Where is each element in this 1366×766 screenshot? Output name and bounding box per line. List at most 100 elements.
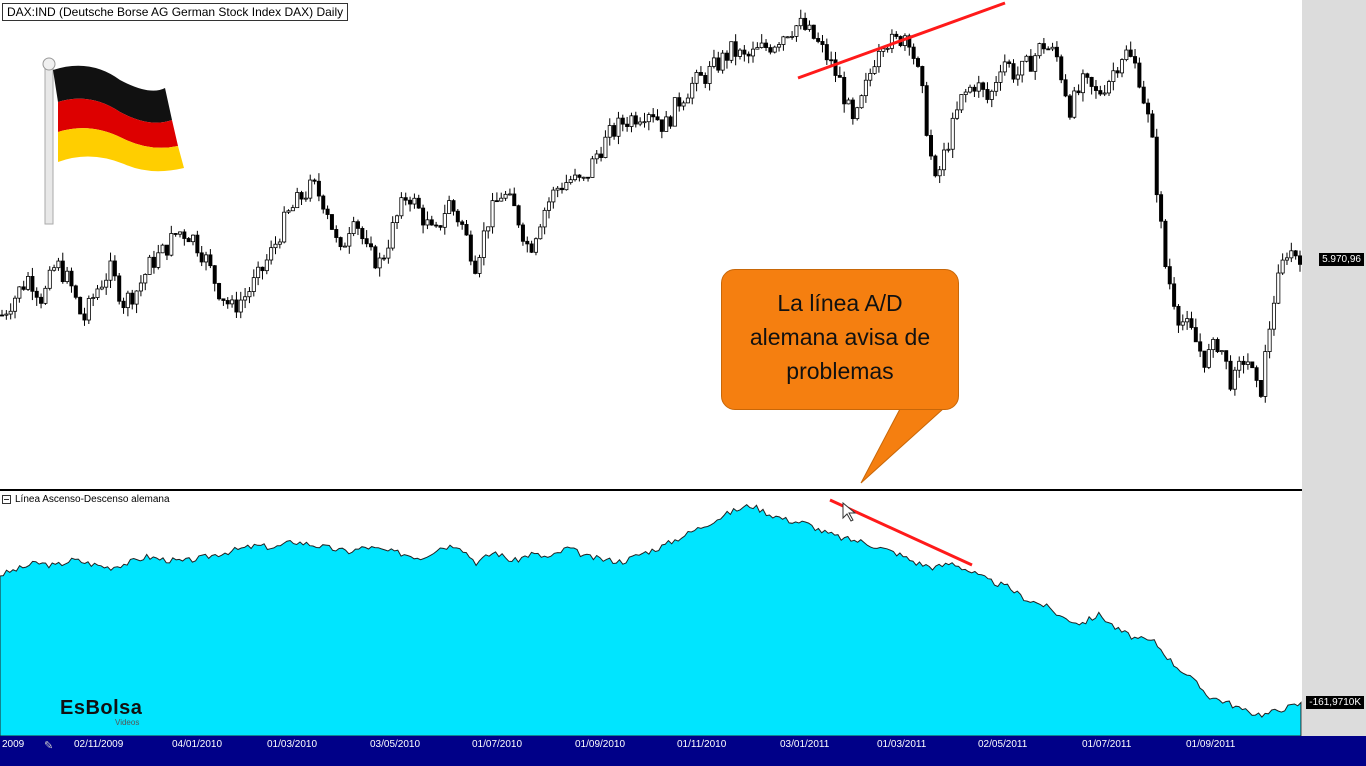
candle (1020, 60, 1025, 76)
candle (937, 169, 942, 177)
candle (204, 254, 209, 263)
mouse-cursor-icon (842, 501, 857, 522)
candle (395, 215, 400, 224)
candle (1180, 321, 1185, 326)
candle (34, 290, 39, 298)
candle (594, 153, 599, 160)
last-price-tag: 5.970,96 (1319, 253, 1364, 266)
candle (1159, 194, 1164, 222)
candle (1067, 95, 1072, 118)
panel-divider[interactable] (0, 489, 1366, 491)
ad-area-fill (0, 504, 1302, 736)
x-tick-label: 01/07/2010 (472, 739, 523, 750)
esbolsa-logo: EsBolsa Videos (60, 697, 142, 727)
candle (911, 46, 916, 59)
candle (455, 210, 460, 223)
candle (13, 297, 18, 312)
candle (638, 121, 643, 125)
candle (86, 298, 91, 321)
candle (1015, 74, 1020, 80)
candle (551, 189, 556, 203)
candle (82, 313, 87, 321)
candle (164, 244, 169, 256)
candle (295, 192, 300, 209)
candle (794, 25, 799, 37)
price-scale-gutter[interactable] (1302, 0, 1366, 736)
ad-panel (0, 491, 1366, 736)
annotation-callout: La línea A/D alemana avisa de problemas (721, 269, 959, 410)
x-tick-label: 01/09/2011 (1186, 739, 1236, 750)
candle (351, 221, 356, 234)
candle (872, 66, 877, 74)
candle (312, 179, 317, 182)
candle (1198, 341, 1203, 352)
candle (1133, 56, 1138, 64)
candle (334, 229, 339, 238)
candle (286, 210, 291, 213)
candle (390, 222, 395, 249)
candle (677, 97, 682, 107)
collapse-icon[interactable] (2, 495, 11, 504)
candle (642, 121, 647, 124)
candle (364, 238, 369, 245)
candle (885, 47, 890, 50)
candle (156, 252, 161, 268)
pencil-icon[interactable]: ✎ (44, 740, 54, 752)
candle (1298, 255, 1303, 265)
candle (377, 257, 382, 269)
x-axis[interactable]: 2009 ✎ 02/11/2009 04/01/2010 01/03/2010 … (0, 736, 1366, 766)
candle (303, 197, 308, 200)
candle (820, 41, 825, 45)
candle (529, 243, 534, 253)
candle (564, 182, 569, 191)
candle (108, 260, 113, 281)
candle (338, 237, 343, 248)
candle (507, 193, 512, 196)
candle (1080, 73, 1085, 94)
candle (768, 47, 773, 53)
x-tick-label: 01/03/2011 (877, 739, 927, 750)
candle (1041, 43, 1046, 50)
candle (781, 36, 786, 45)
candle (468, 234, 473, 262)
candle (125, 292, 130, 309)
indicator-title-label: Línea Ascenso-Descenso alemana (15, 494, 170, 505)
candle (177, 231, 182, 235)
candle (855, 107, 860, 120)
candle (104, 279, 109, 288)
candle (850, 99, 855, 120)
candle (325, 208, 330, 215)
candle (720, 52, 725, 71)
candle (746, 53, 751, 57)
candle (963, 91, 968, 95)
candle (659, 119, 664, 132)
candle (573, 174, 578, 181)
candle (208, 254, 213, 267)
candle (477, 257, 482, 274)
candle (1002, 61, 1007, 73)
candle (998, 71, 1003, 83)
candle (494, 200, 499, 203)
candle (30, 276, 35, 292)
candle (1037, 43, 1042, 57)
candle (399, 197, 404, 217)
candle (1146, 102, 1151, 115)
candle (989, 90, 994, 100)
candle (386, 247, 391, 259)
candle (733, 41, 738, 57)
candle (516, 205, 521, 226)
logo-sub: Videos (115, 718, 140, 727)
indicator-title: Línea Ascenso-Descenso alemana (2, 494, 170, 505)
candle (512, 193, 517, 207)
candle (130, 292, 135, 305)
candle (907, 35, 912, 48)
candle (4, 313, 9, 316)
candle (499, 197, 504, 202)
candle (191, 234, 196, 243)
german-flag-icon (42, 57, 184, 225)
candle (1245, 361, 1250, 365)
candle (520, 224, 525, 242)
candle (91, 297, 96, 299)
candle (798, 17, 803, 27)
candle (1250, 361, 1255, 369)
